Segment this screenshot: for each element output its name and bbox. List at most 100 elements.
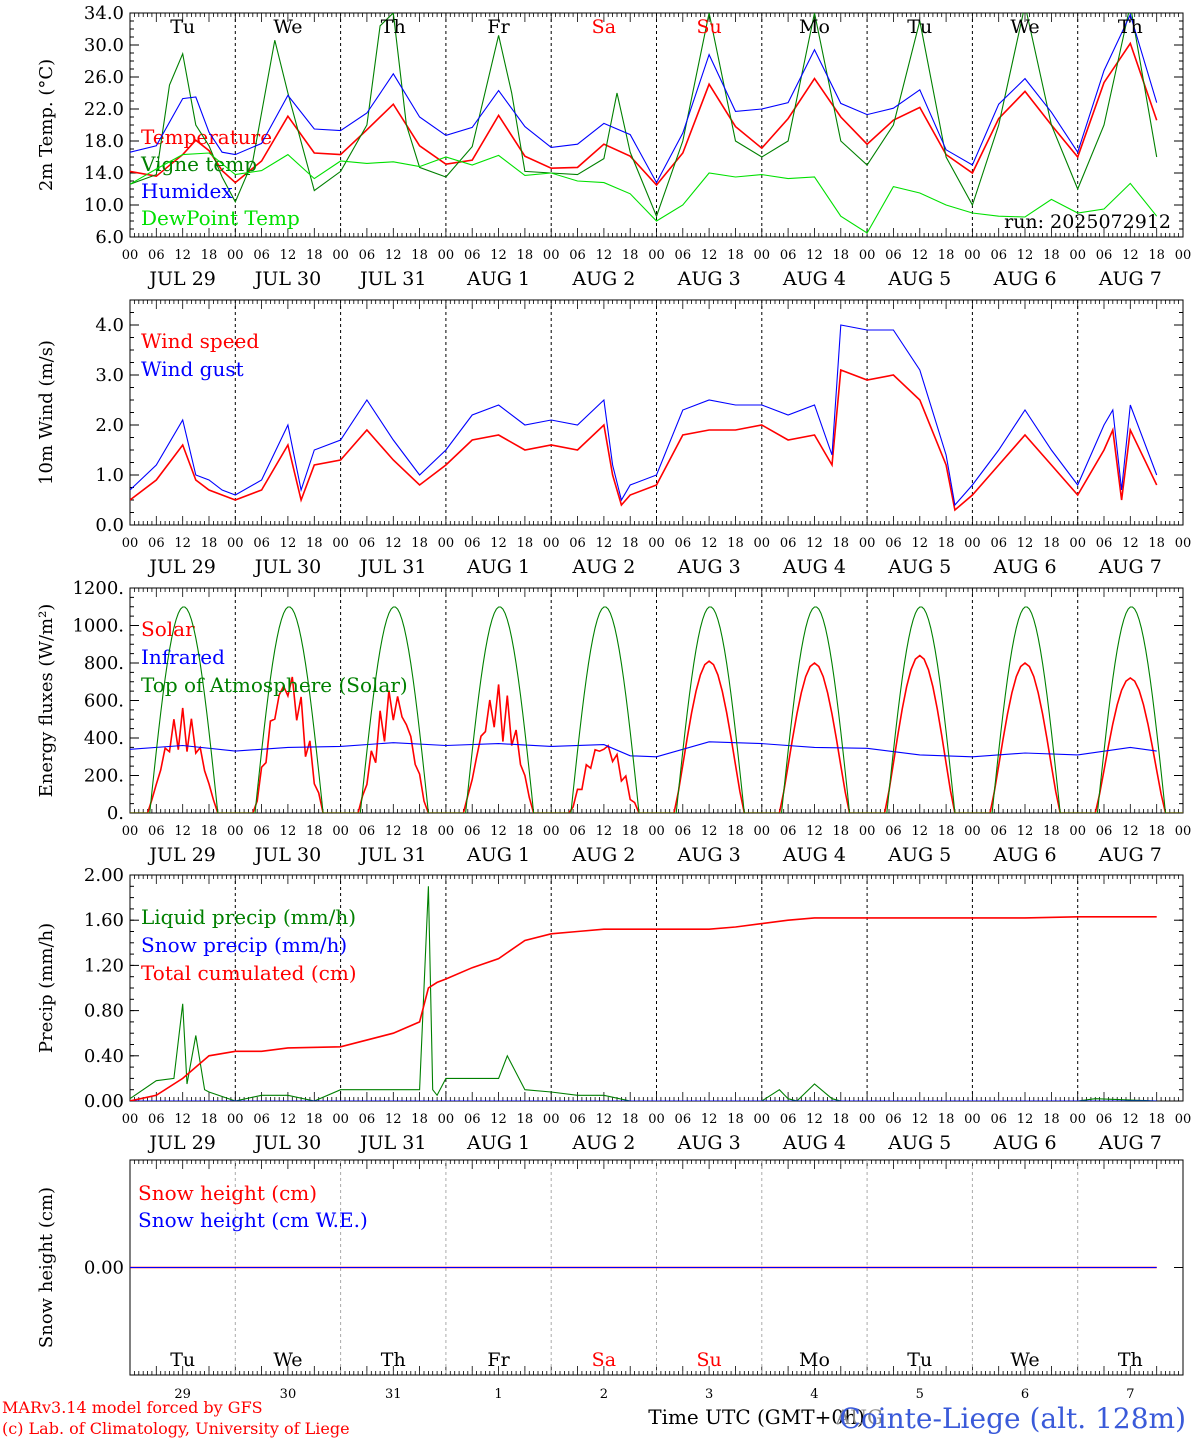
date-label: AUG 3 xyxy=(677,556,741,578)
hour-label: 00 xyxy=(859,824,876,839)
legend-solar: Solar xyxy=(141,617,195,641)
hour-label: 06 xyxy=(990,536,1007,551)
series-line-solar xyxy=(130,654,1183,813)
hour-label: 12 xyxy=(174,536,191,551)
hour-label: 00 xyxy=(543,1112,560,1127)
hour-label: 06 xyxy=(464,248,481,263)
hour-label: 12 xyxy=(596,536,613,551)
hour-label: 06 xyxy=(569,1112,586,1127)
date-label: AUG 3 xyxy=(677,1132,741,1154)
hour-label: 12 xyxy=(1017,248,1034,263)
hour-label: 12 xyxy=(1122,536,1139,551)
date-label: AUG 1 xyxy=(466,1132,530,1154)
hour-label: 18 xyxy=(938,248,955,263)
weekday-label-bottom: Tu xyxy=(907,1349,932,1371)
date-label: AUG 7 xyxy=(1098,844,1162,866)
hour-label: 12 xyxy=(490,248,507,263)
date-label: AUG 6 xyxy=(993,268,1057,290)
hour-label: 00 xyxy=(438,1112,455,1127)
hour-label: 12 xyxy=(911,824,928,839)
plot-frame xyxy=(129,299,1184,526)
hour-label: 00 xyxy=(754,536,771,551)
hour-label: 06 xyxy=(569,536,586,551)
date-label: AUG 6 xyxy=(993,556,1057,578)
y-tick-label: 0. xyxy=(107,803,124,824)
hour-label: 06 xyxy=(885,824,902,839)
y-tick-label: 800. xyxy=(84,653,124,674)
hour-label: 18 xyxy=(622,824,639,839)
date-label: AUG 6 xyxy=(993,1132,1057,1154)
hour-label: 18 xyxy=(622,248,639,263)
hour-label: 06 xyxy=(990,1112,1007,1127)
y-axis-label: 2m Temp. (°C) xyxy=(36,59,57,191)
hour-label: 12 xyxy=(280,248,297,263)
hour-label: 06 xyxy=(1096,536,1113,551)
panel-snow: 0.00 Snow height (cm) Snow height (cm) Snow… xyxy=(36,1159,1184,1376)
hour-label: 00 xyxy=(1175,824,1192,839)
series-line-top-of-atmosphere-solar- xyxy=(130,606,1183,813)
date-label: JUL 30 xyxy=(253,844,321,866)
y-tick-label: 0.80 xyxy=(84,1001,124,1022)
date-label: AUG 4 xyxy=(782,268,846,290)
hour-label: 00 xyxy=(1069,536,1086,551)
date-label: JUL 31 xyxy=(358,556,426,578)
hour-label: 06 xyxy=(780,824,797,839)
hour-label: 18 xyxy=(411,824,428,839)
hour-label: 06 xyxy=(253,536,270,551)
hour-label: 06 xyxy=(885,1112,902,1127)
date-label: JUL 29 xyxy=(147,556,215,578)
date-label: JUL 29 xyxy=(147,268,215,290)
panel-wind: 0.0 1.0 2.0 3.0 4.0 10m Wind (m/s) 00 06 12 18 00 0… xyxy=(36,299,1191,578)
hour-label: 12 xyxy=(385,536,402,551)
hour-label: 12 xyxy=(385,824,402,839)
hour-label: 18 xyxy=(411,536,428,551)
y-tick-label: 200. xyxy=(84,766,124,787)
hour-label: 18 xyxy=(833,1112,850,1127)
hour-label: 00 xyxy=(332,248,349,263)
y-tick-label: 1000. xyxy=(72,616,124,637)
hour-label: 06 xyxy=(990,824,1007,839)
hour-label: 06 xyxy=(1096,824,1113,839)
weekday-label-top: Mo xyxy=(799,16,830,38)
hour-label: 18 xyxy=(411,1112,428,1127)
panel-temperature: 6.0 10.0 14.0 18.0 22.0 26.0 30.0 34.0 2m Temp. … xyxy=(36,3,1191,290)
hour-label: 12 xyxy=(1122,824,1139,839)
weekday-label-bottom: We xyxy=(273,1349,302,1371)
y-tick-label: 1.20 xyxy=(84,955,124,976)
hour-label: 18 xyxy=(201,1112,218,1127)
hour-label: 06 xyxy=(359,536,376,551)
lab-credit: (c) Lab. of Climatology, University of L… xyxy=(2,1419,350,1438)
weekday-label-bottom: Tu xyxy=(170,1349,195,1371)
hour-label: 18 xyxy=(1148,824,1165,839)
day-number: 31 xyxy=(385,1387,402,1402)
hour-label: 18 xyxy=(833,248,850,263)
date-label: AUG 5 xyxy=(887,1132,951,1154)
weekday-label-bottom: Mo xyxy=(799,1349,830,1371)
y-tick-label: 30.0 xyxy=(84,35,124,56)
panel-precip: 0.00 0.40 0.80 1.20 1.60 2.00 Precip (mm/h) 00 0… xyxy=(36,865,1191,1154)
hour-label: 00 xyxy=(754,824,771,839)
hour-label: 18 xyxy=(938,536,955,551)
day-number: 1 xyxy=(494,1387,502,1402)
date-label: AUG 2 xyxy=(571,556,635,578)
hour-label: 12 xyxy=(280,824,297,839)
date-label: AUG 1 xyxy=(466,844,530,866)
date-label: AUG 2 xyxy=(571,844,635,866)
hour-label: 06 xyxy=(359,1112,376,1127)
hour-label: 18 xyxy=(517,1112,534,1127)
panel-energy: 0. 200. 400. 600. 800. 1000. 1200. Energy fluxe… xyxy=(36,578,1191,866)
series-line-wind-gust xyxy=(130,324,1158,507)
y-tick-label: 22.0 xyxy=(84,99,124,120)
date-label: JUL 29 xyxy=(147,1132,215,1154)
weekday-label-top: Su xyxy=(697,16,722,38)
hour-label: 00 xyxy=(648,824,665,839)
legend-wind-speed: Wind speed xyxy=(141,329,259,353)
y-tick-label: 0.0 xyxy=(95,515,124,536)
y-tick-label: 3.0 xyxy=(95,365,124,386)
hour-label: 12 xyxy=(174,1112,191,1127)
day-number: 30 xyxy=(280,1387,297,1402)
hour-label: 06 xyxy=(464,824,481,839)
hour-label: 18 xyxy=(517,248,534,263)
y-tick-label: 6.0 xyxy=(95,227,124,248)
